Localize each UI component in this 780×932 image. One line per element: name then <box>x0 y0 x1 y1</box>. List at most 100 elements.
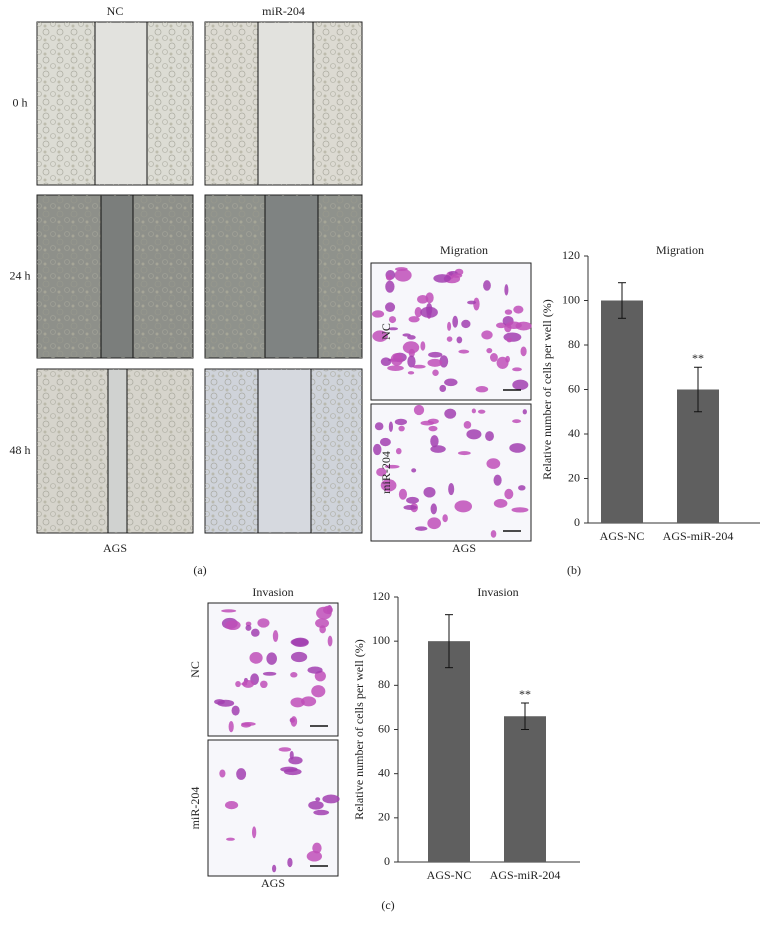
stained-cell <box>485 431 494 442</box>
stained-cell <box>477 409 486 414</box>
stained-cell <box>509 443 526 453</box>
stained-cell <box>372 330 388 342</box>
stained-cell <box>315 797 321 802</box>
stained-cell <box>251 826 257 839</box>
stained-cell <box>271 864 277 873</box>
panel-title: Invasion <box>252 585 293 599</box>
row-label: NC <box>188 661 202 678</box>
stained-cell <box>387 365 404 371</box>
stained-cell <box>490 353 498 362</box>
stained-cell <box>451 273 463 278</box>
row-label: 48 h <box>10 443 31 457</box>
stained-cell <box>408 316 420 323</box>
significance: ** <box>519 687 531 701</box>
y-tick-label: 120 <box>372 589 390 603</box>
bar <box>601 300 643 523</box>
stained-cell <box>287 857 293 868</box>
stained-cell <box>231 705 240 716</box>
wound-gap <box>108 369 127 533</box>
y-tick-label: 40 <box>568 426 580 440</box>
wound-gap <box>95 22 147 185</box>
stained-cell <box>420 420 435 426</box>
stained-cell <box>433 274 451 283</box>
stained-cell <box>245 621 252 627</box>
stained-cell <box>444 408 457 419</box>
y-tick-label: 80 <box>378 677 390 691</box>
stained-cell <box>245 624 252 631</box>
stained-cell <box>290 697 305 708</box>
x-tick-label: AGS-miR-204 <box>490 868 561 882</box>
stained-cell <box>376 467 387 477</box>
y-tick-label: 40 <box>378 765 390 779</box>
cell-line: AGS <box>452 541 476 555</box>
stained-cell <box>406 496 419 504</box>
stained-cell <box>504 488 514 500</box>
stained-cell <box>512 379 529 391</box>
stained-cell <box>374 422 384 431</box>
stained-cell <box>520 346 527 357</box>
y-tick-label: 60 <box>568 381 580 395</box>
stained-cell <box>380 357 392 366</box>
stained-cell <box>461 319 471 329</box>
stained-cell <box>417 294 429 304</box>
stained-cell <box>420 306 438 318</box>
stained-cell <box>420 341 426 351</box>
stained-cell <box>493 474 502 486</box>
stained-cell <box>311 685 326 698</box>
wound-gap <box>101 195 133 358</box>
stained-cell <box>327 635 333 647</box>
row-label: 24 h <box>10 268 31 282</box>
stained-cell <box>413 404 425 416</box>
stained-cell <box>262 671 277 676</box>
y-axis-label: Relative number of cells per well (%) <box>540 299 554 480</box>
stained-cell <box>301 696 317 707</box>
row-label: miR-204 <box>379 451 393 494</box>
stained-cell <box>313 809 330 816</box>
stained-cell <box>511 507 529 513</box>
stained-cell <box>486 347 493 354</box>
stained-cell <box>467 300 477 305</box>
stained-cell <box>446 336 453 342</box>
wound-gap <box>265 195 318 358</box>
stained-cell <box>289 750 294 760</box>
stained-cell <box>466 429 482 440</box>
bar <box>504 716 546 862</box>
stained-cell <box>518 485 526 491</box>
stained-cell <box>214 699 225 705</box>
chart-title: Migration <box>656 243 704 257</box>
stained-cell <box>312 842 322 854</box>
stained-cell <box>493 498 508 508</box>
stained-cell <box>513 305 524 314</box>
stained-cell <box>407 355 416 368</box>
stained-cell <box>423 487 436 498</box>
micrograph <box>370 403 532 542</box>
stained-cell <box>430 503 437 515</box>
stained-cell <box>512 419 522 424</box>
column-label: miR-204 <box>262 4 305 18</box>
y-axis-label: Relative number of cells per well (%) <box>352 639 366 820</box>
cell-line: AGS <box>261 876 285 890</box>
stained-cell <box>385 302 396 313</box>
stained-cell <box>444 378 458 387</box>
stained-cell <box>496 356 509 369</box>
x-tick-label: AGS-NC <box>427 868 472 882</box>
stained-cell <box>411 468 417 473</box>
stained-cell <box>283 768 302 776</box>
stained-cell <box>308 800 324 810</box>
stained-cell <box>457 451 471 456</box>
stained-cell <box>481 330 493 340</box>
stained-cell <box>306 850 322 862</box>
wound-gap <box>258 369 311 533</box>
y-tick-label: 100 <box>372 633 390 647</box>
micrograph <box>370 262 532 401</box>
stained-cell <box>490 530 497 538</box>
stained-cell <box>447 321 452 331</box>
stained-cell <box>473 297 480 311</box>
stained-cell <box>266 652 277 665</box>
stained-cell <box>471 408 476 414</box>
y-tick-label: 100 <box>562 292 580 306</box>
stained-cell <box>241 682 248 686</box>
wound-gap <box>258 22 313 185</box>
stained-cell <box>402 341 420 354</box>
